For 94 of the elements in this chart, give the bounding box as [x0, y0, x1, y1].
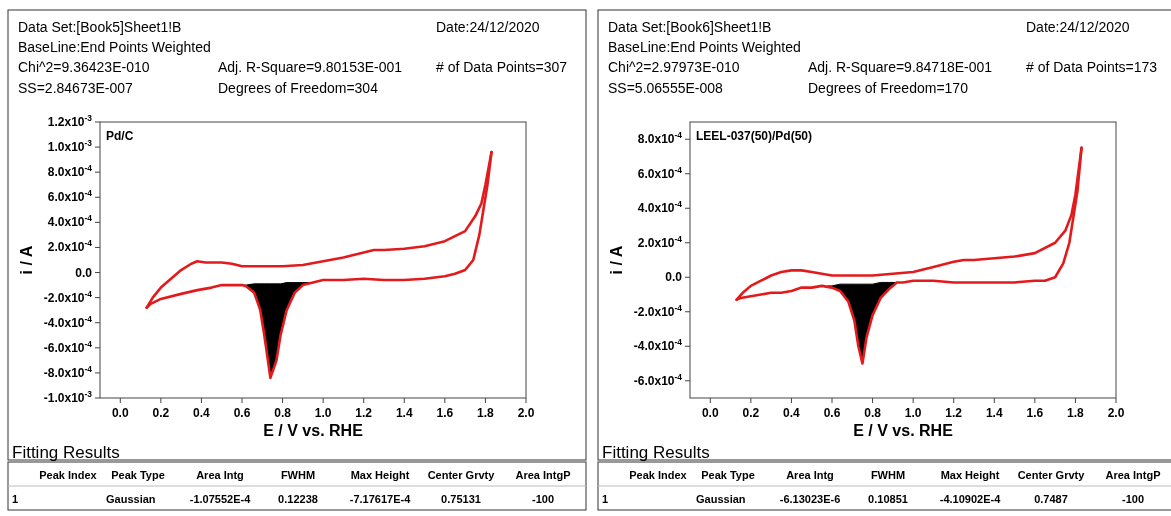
x-tick-label: 0.2 [742, 406, 760, 420]
x-tick-label: 0.8 [274, 406, 292, 420]
y-tick-label: 4.0x10$^{-4}$ [47, 213, 93, 230]
text: Center Grvty [1017, 469, 1086, 481]
x-tick-label: 1.4 [395, 406, 413, 420]
x-tick-label: 0.0 [111, 406, 129, 420]
y-tick-label: 8.0x10$^{-4}$ [47, 163, 93, 180]
text: Degrees of Freedom=304 [218, 80, 379, 96]
text: Area Intg [786, 469, 834, 481]
x-tick-label: 0.6 [823, 406, 841, 420]
text: Data Set:[Book6]Sheet1!B [608, 19, 772, 35]
text: # of Data Points=173 [1026, 59, 1158, 75]
y-tick-label: -6.0x10$^{-4}$ [633, 371, 683, 388]
x-tick-label: 1.0 [904, 406, 922, 420]
y-tick-label: -1.0x10$^{-3}$ [43, 389, 93, 405]
y-tick-label: -8.0x10$^{-4}$ [43, 363, 93, 380]
y-tick-label: 6.0x10$^{-4}$ [47, 188, 93, 205]
y-axis-title: i / A [608, 245, 625, 275]
text: FWHM [870, 469, 906, 481]
x-tick-label: 1.6 [1026, 406, 1044, 420]
text: Date:24/12/2020 [1026, 19, 1130, 35]
text: Area IntgP [515, 469, 571, 481]
text: Date:24/12/2020 [436, 19, 540, 35]
text: # of Data Points=307 [436, 59, 568, 75]
y-tick-label: 0.0 [75, 265, 93, 280]
text: 0.10851 [868, 493, 908, 505]
x-tick-label: 0.2 [152, 406, 170, 420]
y-tick-label: 4.0x10$^{-4}$ [637, 199, 683, 216]
text: SS=5.06555E-008 [608, 80, 724, 96]
x-tick-label: 0.0 [701, 406, 719, 420]
y-tick-label: 1.2x10$^{-3}$ [47, 113, 93, 129]
x-tick-label: 1.6 [436, 406, 454, 420]
x-axis-title: E / V vs. RHE [853, 422, 954, 439]
x-tick-label: 0.8 [864, 406, 882, 420]
text: BaseLine:End Points Weighted [608, 39, 801, 55]
y-axis-title: i / A [18, 245, 35, 275]
text: -1.07552E-4 [189, 493, 252, 505]
text: 1 [12, 493, 19, 505]
y-tick-label: -2.0x10$^{-4}$ [633, 302, 683, 319]
text: -100 [1121, 493, 1145, 505]
text: -7.17617E-4 [349, 493, 412, 505]
y-tick-label: -6.0x10$^{-4}$ [43, 338, 93, 355]
text: Fitting Results [12, 443, 120, 462]
text: Center Grvty [427, 469, 496, 481]
text: -100 [531, 493, 555, 505]
text: 0.7487 [1034, 493, 1068, 505]
text: Adj. R-Square=9.84718E-001 [808, 59, 993, 75]
text: Peak Index [39, 469, 98, 481]
y-tick-label: 0.0 [665, 270, 683, 285]
text: Fitting Results [602, 443, 710, 462]
y-tick-label: -2.0x10$^{-4}$ [43, 288, 93, 305]
text: SS=2.84673E-007 [18, 80, 134, 96]
y-tick-label: 1.0x10$^{-3}$ [47, 138, 93, 155]
text: Chi^2=2.97973E-010 [608, 59, 740, 75]
text: Adj. R-Square=9.80153E-001 [218, 59, 403, 75]
y-tick-label: 8.0x10$^{-4}$ [637, 130, 683, 147]
text: FWHM [280, 469, 316, 481]
x-tick-label: 1.2 [945, 406, 963, 420]
text: Area Intg [196, 469, 244, 481]
text: 1 [602, 493, 609, 505]
y-tick-label: -4.0x10$^{-4}$ [43, 313, 93, 330]
text: Chi^2=9.36423E-010 [18, 59, 150, 75]
text: Max Height [350, 469, 410, 481]
y-tick-label: 2.0x10$^{-4}$ [47, 238, 93, 255]
text: Gaussian [106, 493, 156, 505]
text: 0.12238 [278, 493, 318, 505]
x-tick-label: 1.2 [355, 406, 373, 420]
x-tick-label: 2.0 [517, 406, 535, 420]
annotation: LEEL-037(50)/Pd(50) [696, 129, 813, 143]
x-tick-label: 0.4 [783, 406, 801, 420]
text: -6.13023E-6 [779, 493, 841, 505]
text: BaseLine:End Points Weighted [18, 39, 211, 55]
annotation: Pd/C [106, 129, 134, 143]
y-tick-label: 2.0x10$^{-4}$ [637, 233, 683, 250]
text: Degrees of Freedom=170 [808, 80, 969, 96]
text: Peak Type [701, 469, 755, 481]
text: Data Set:[Book5]Sheet1!B [18, 19, 182, 35]
text: 0.75131 [441, 493, 481, 505]
text: Peak Type [111, 469, 165, 481]
x-tick-label: 0.4 [193, 406, 211, 420]
x-axis-title: E / V vs. RHE [263, 422, 364, 439]
text: Peak Index [629, 469, 688, 481]
text: Area IntgP [1105, 469, 1161, 481]
x-tick-label: 1.8 [477, 406, 495, 420]
y-tick-label: -4.0x10$^{-4}$ [633, 337, 683, 354]
x-tick-label: 1.8 [1067, 406, 1085, 420]
x-tick-label: 0.6 [233, 406, 251, 420]
x-tick-label: 1.0 [314, 406, 332, 420]
text: Max Height [940, 469, 1000, 481]
x-tick-label: 2.0 [1107, 406, 1125, 420]
text: -4.10902E-4 [939, 493, 1002, 505]
x-tick-label: 1.4 [985, 406, 1003, 420]
y-tick-label: 6.0x10$^{-4}$ [637, 164, 683, 181]
text: Gaussian [696, 493, 746, 505]
